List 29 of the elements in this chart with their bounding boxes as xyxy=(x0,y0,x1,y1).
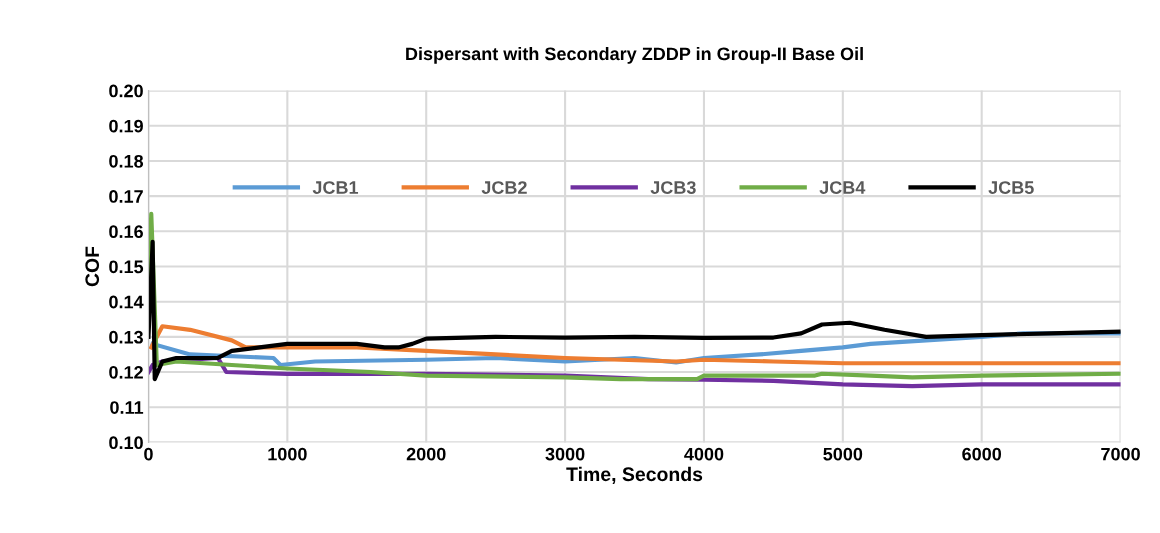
legend-label: JCB5 xyxy=(988,181,1034,194)
y-tick-label: 0.13 xyxy=(109,330,143,344)
chart-title: Dispersant with Secondary ZDDP in Group-II Base Oil xyxy=(406,46,863,64)
legend-label: JCB2 xyxy=(481,181,527,194)
y-tick-label: 0.15 xyxy=(109,260,144,274)
line-series xyxy=(148,239,1121,382)
x-tick-label: 4000 xyxy=(684,447,724,461)
y-tick-label: 0.11 xyxy=(110,401,144,414)
y-tick-label: 0.14 xyxy=(109,295,144,309)
x-tick-label: 2000 xyxy=(406,447,446,461)
legend-label: JCB1 xyxy=(312,181,359,194)
y-tick-label: 0.16 xyxy=(109,225,143,239)
x-tick-label: 5000 xyxy=(823,447,863,461)
y-tick-label: 0.18 xyxy=(109,154,144,168)
y-tick-label: 0.10 xyxy=(109,436,143,450)
x-tick-label: 6000 xyxy=(962,447,1002,461)
y-tick-label: 0.19 xyxy=(109,119,143,133)
x-tick-label: 3000 xyxy=(545,447,585,461)
y-tick-label: 0.12 xyxy=(109,365,143,379)
legend-label: JCB4 xyxy=(819,181,866,194)
x-tick-label: 0 xyxy=(144,447,153,461)
legend-label: JCB3 xyxy=(650,181,696,194)
y-tick-label: 0.20 xyxy=(109,84,143,98)
line-series xyxy=(149,324,1121,366)
y-tick-label: 0.17 xyxy=(109,190,143,203)
y-axis-title: COF xyxy=(85,246,100,287)
x-tick-label: 1000 xyxy=(268,447,307,461)
x-axis-title: Time, Seconds xyxy=(566,466,703,484)
x-tick-label: 7000 xyxy=(1101,447,1140,461)
